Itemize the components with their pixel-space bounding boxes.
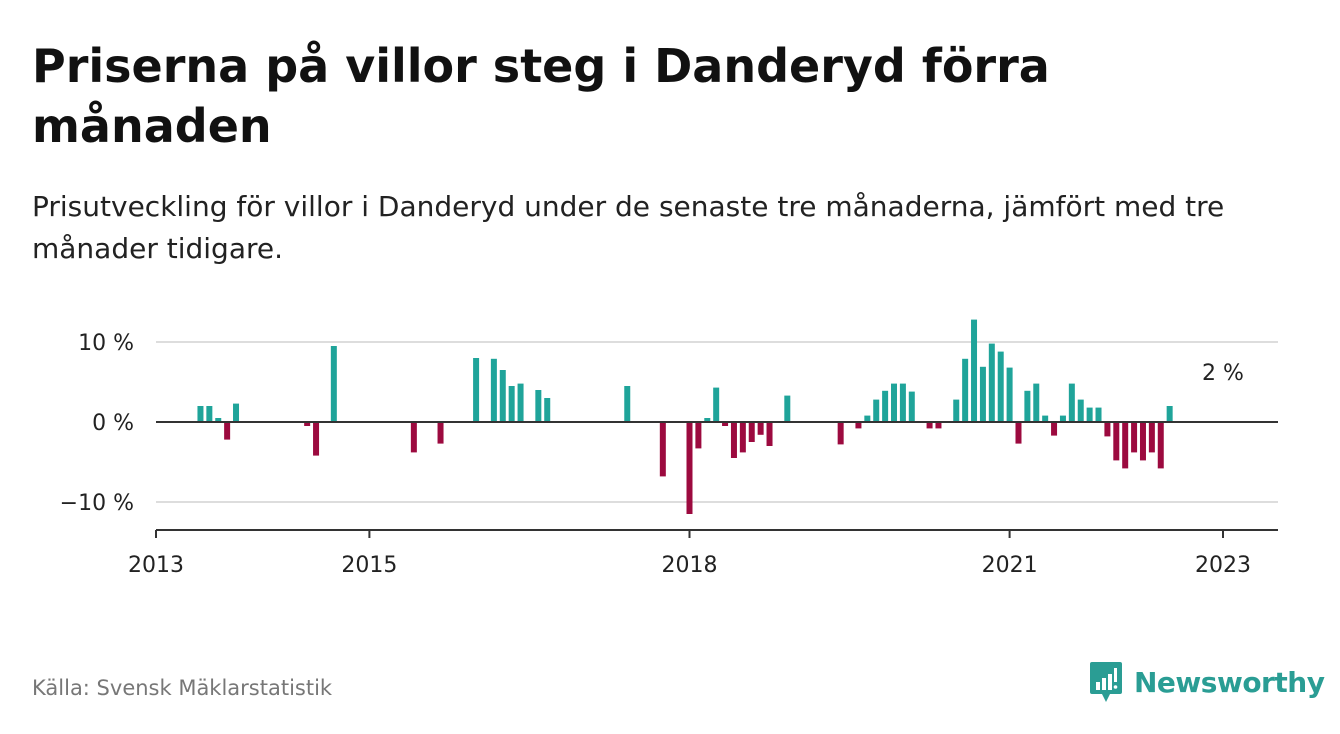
- bar: [757, 422, 764, 435]
- bar: [766, 422, 773, 446]
- axes-layer: [155, 421, 1278, 538]
- bar: [864, 415, 871, 422]
- bar: [1077, 399, 1084, 422]
- bar: [979, 366, 986, 422]
- bar: [508, 386, 515, 422]
- bar: [971, 319, 978, 422]
- bar: [926, 422, 933, 429]
- bar: [535, 390, 542, 422]
- chart-subtitle: Prisutveckling för villor i Danderyd und…: [32, 190, 1225, 265]
- y-tick-label: −10 %: [60, 491, 134, 516]
- bar: [437, 422, 444, 444]
- bar: [962, 358, 969, 422]
- bar: [748, 422, 755, 442]
- bar: [330, 346, 337, 422]
- bar: [1148, 422, 1155, 453]
- bar: [722, 422, 729, 426]
- chart-title: Priserna på villor steg i Danderyd förra…: [32, 39, 1050, 153]
- bar: [899, 383, 906, 422]
- source-note: Källa: Svensk Mäklarstatistik: [32, 676, 333, 700]
- bar: [997, 351, 1004, 422]
- bar-chart: 10 % 0 % −10 % 2013 2015 2018 2021 2023 2 %: [60, 319, 1278, 578]
- bar: [1122, 422, 1129, 469]
- bar: [873, 399, 880, 422]
- bar: [837, 422, 844, 445]
- bar: [908, 391, 915, 422]
- bar: [1059, 415, 1066, 422]
- bar: [739, 422, 746, 453]
- bar: [197, 406, 204, 422]
- bar: [1095, 407, 1102, 422]
- x-tick-label: 2013: [128, 553, 184, 578]
- bar: [935, 422, 942, 429]
- newsworthy-logo-icon: [1090, 662, 1122, 702]
- bar: [499, 370, 506, 422]
- bar: [206, 406, 213, 422]
- bar: [891, 383, 898, 422]
- bar: [1068, 383, 1075, 422]
- bar: [304, 422, 311, 426]
- bar: [490, 358, 497, 422]
- y-tick-label: 10 %: [78, 331, 134, 356]
- bar: [882, 390, 889, 422]
- bar: [713, 387, 720, 422]
- bar: [410, 422, 417, 453]
- bar: [686, 422, 693, 514]
- bar: [695, 422, 702, 449]
- bar: [953, 399, 960, 422]
- bar: [988, 343, 995, 422]
- bars-layer: [197, 319, 1173, 514]
- bar: [855, 422, 862, 429]
- bar: [659, 422, 666, 477]
- brand-logo[interactable]: Newsworthy: [1088, 660, 1325, 704]
- bar: [1033, 383, 1040, 422]
- x-tick-label: 2015: [341, 553, 397, 578]
- bar: [1015, 422, 1022, 444]
- labels-layer: 10 % 0 % −10 % 2013 2015 2018 2021 2023 2 %: [60, 331, 1251, 578]
- bar: [1051, 422, 1058, 436]
- bar: [1139, 422, 1146, 461]
- bar: [517, 383, 524, 422]
- annotation-label: 2 %: [1202, 361, 1244, 386]
- bar: [313, 422, 320, 456]
- bar: [215, 418, 222, 422]
- bar: [730, 422, 737, 458]
- bar: [233, 403, 240, 422]
- x-tick-label: 2021: [982, 553, 1038, 578]
- y-tick-label: 0 %: [92, 411, 134, 436]
- bar: [784, 395, 791, 422]
- x-tick-label: 2023: [1195, 553, 1251, 578]
- x-tick-label: 2018: [662, 553, 718, 578]
- bar: [1113, 422, 1120, 461]
- bar: [1042, 415, 1049, 422]
- bar: [1157, 422, 1164, 469]
- bar: [624, 386, 631, 422]
- bar: [1104, 422, 1111, 437]
- bar: [1006, 367, 1013, 422]
- bar: [704, 418, 711, 422]
- bar: [544, 398, 551, 422]
- grid-layer: [156, 341, 1278, 503]
- bar: [1086, 407, 1093, 422]
- bar: [1166, 406, 1173, 422]
- bar: [473, 358, 480, 422]
- bar: [1024, 390, 1031, 422]
- brand-name: Newsworthy: [1134, 665, 1325, 699]
- bar: [1131, 422, 1138, 453]
- bar: [224, 422, 231, 440]
